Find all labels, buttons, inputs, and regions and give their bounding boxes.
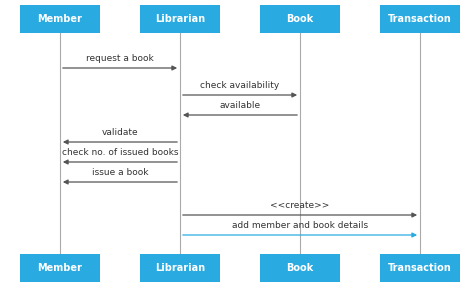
- Text: Member: Member: [37, 14, 82, 24]
- Text: Book: Book: [286, 263, 314, 273]
- Text: Transaction: Transaction: [388, 14, 452, 24]
- Bar: [260, 5, 340, 33]
- Bar: [20, 254, 100, 282]
- Text: check no. of issued books: check no. of issued books: [62, 148, 178, 157]
- Text: validate: validate: [102, 128, 138, 137]
- Bar: [380, 254, 460, 282]
- Text: issue a book: issue a book: [92, 168, 148, 177]
- Text: Transaction: Transaction: [388, 263, 452, 273]
- Text: Member: Member: [37, 263, 82, 273]
- Bar: [260, 254, 340, 282]
- Bar: [140, 5, 220, 33]
- Text: available: available: [219, 101, 261, 110]
- Text: Book: Book: [286, 14, 314, 24]
- Text: Librarian: Librarian: [155, 14, 205, 24]
- Text: add member and book details: add member and book details: [232, 221, 368, 230]
- Bar: [20, 5, 100, 33]
- Text: Librarian: Librarian: [155, 263, 205, 273]
- Bar: [140, 254, 220, 282]
- Text: <<create>>: <<create>>: [270, 201, 330, 210]
- Text: request a book: request a book: [86, 54, 154, 63]
- Bar: [380, 5, 460, 33]
- Text: check availability: check availability: [201, 81, 280, 90]
